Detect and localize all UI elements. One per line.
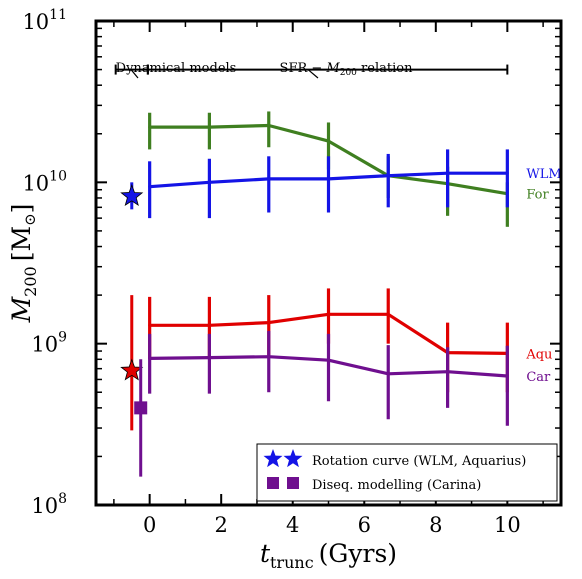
data-point-wlm bbox=[148, 185, 152, 189]
series-label-car: Car bbox=[526, 370, 551, 385]
data-point-car bbox=[446, 370, 450, 374]
legend-entry-rotation-curve: Rotation curve (WLM, Aquarius) bbox=[312, 454, 526, 469]
series-label-for: For bbox=[526, 188, 549, 203]
square-marker-car bbox=[134, 401, 148, 415]
x-tick-label: 10 bbox=[494, 513, 521, 537]
x-tick-label: 2 bbox=[215, 513, 228, 537]
legend-square-marker bbox=[267, 477, 279, 489]
data-point-car bbox=[327, 358, 330, 362]
legend-entry-diseq-modelling: Diseq. modelling (Carina) bbox=[312, 478, 481, 493]
y-tick-label: 109 bbox=[31, 330, 67, 357]
legend-box bbox=[256, 443, 558, 502]
annotation-sfr-relation: SFR − M200 relation bbox=[280, 61, 414, 78]
series-layer: For WLM Aqu Car bbox=[120, 111, 562, 477]
data-point-car bbox=[207, 356, 211, 360]
y-tick-label: 108 bbox=[31, 491, 67, 518]
x-tick-label: 8 bbox=[429, 513, 442, 537]
data-point-aqu bbox=[148, 323, 152, 327]
legend-markers bbox=[263, 449, 303, 489]
data-point-aqu bbox=[267, 321, 271, 325]
legend-square-marker bbox=[287, 477, 299, 489]
leader-sfr-relation bbox=[307, 69, 319, 79]
data-point-aqu bbox=[327, 312, 330, 316]
data-point-car bbox=[267, 355, 271, 359]
data-point-car bbox=[386, 372, 390, 376]
series-label-aqu: Aqu bbox=[525, 347, 552, 362]
x-tick-label: 0 bbox=[143, 513, 156, 537]
data-point-wlm bbox=[267, 177, 271, 181]
x-tick-label: 6 bbox=[358, 513, 371, 537]
star-marker-wlm bbox=[120, 184, 144, 207]
legend-star-marker bbox=[283, 449, 303, 468]
data-point-wlm bbox=[446, 171, 450, 175]
data-point-for bbox=[267, 124, 271, 128]
plot-frame bbox=[94, 19, 563, 507]
series-label-wlm: WLM bbox=[526, 167, 561, 182]
y-tick-label: 1010 bbox=[22, 168, 67, 195]
data-point-for bbox=[207, 125, 211, 129]
data-point-for bbox=[148, 125, 152, 129]
data-point-wlm bbox=[505, 171, 509, 175]
x-axis-title: ttrunc (Gyrs) bbox=[260, 539, 397, 572]
data-point-wlm bbox=[386, 174, 390, 178]
annotation-dynamical-models: Dynamical models bbox=[116, 61, 237, 76]
legend: Rotation curve (WLM, Aquarius) Diseq. mo… bbox=[256, 443, 558, 502]
data-point-car bbox=[505, 374, 509, 378]
data-point-aqu bbox=[386, 312, 390, 316]
data-point-wlm bbox=[207, 180, 211, 184]
leader-dynamical-models bbox=[130, 69, 139, 79]
legend-star-marker bbox=[263, 449, 283, 468]
data-point-aqu bbox=[207, 323, 211, 327]
y-tick-label: 1011 bbox=[22, 7, 67, 34]
data-point-car bbox=[148, 356, 152, 360]
x-tick-label: 4 bbox=[286, 513, 299, 537]
data-point-wlm bbox=[327, 177, 330, 181]
annotation-layer bbox=[114, 64, 509, 79]
y-axis-title: M200[M⊙] bbox=[7, 204, 40, 324]
data-point-for bbox=[327, 139, 330, 143]
